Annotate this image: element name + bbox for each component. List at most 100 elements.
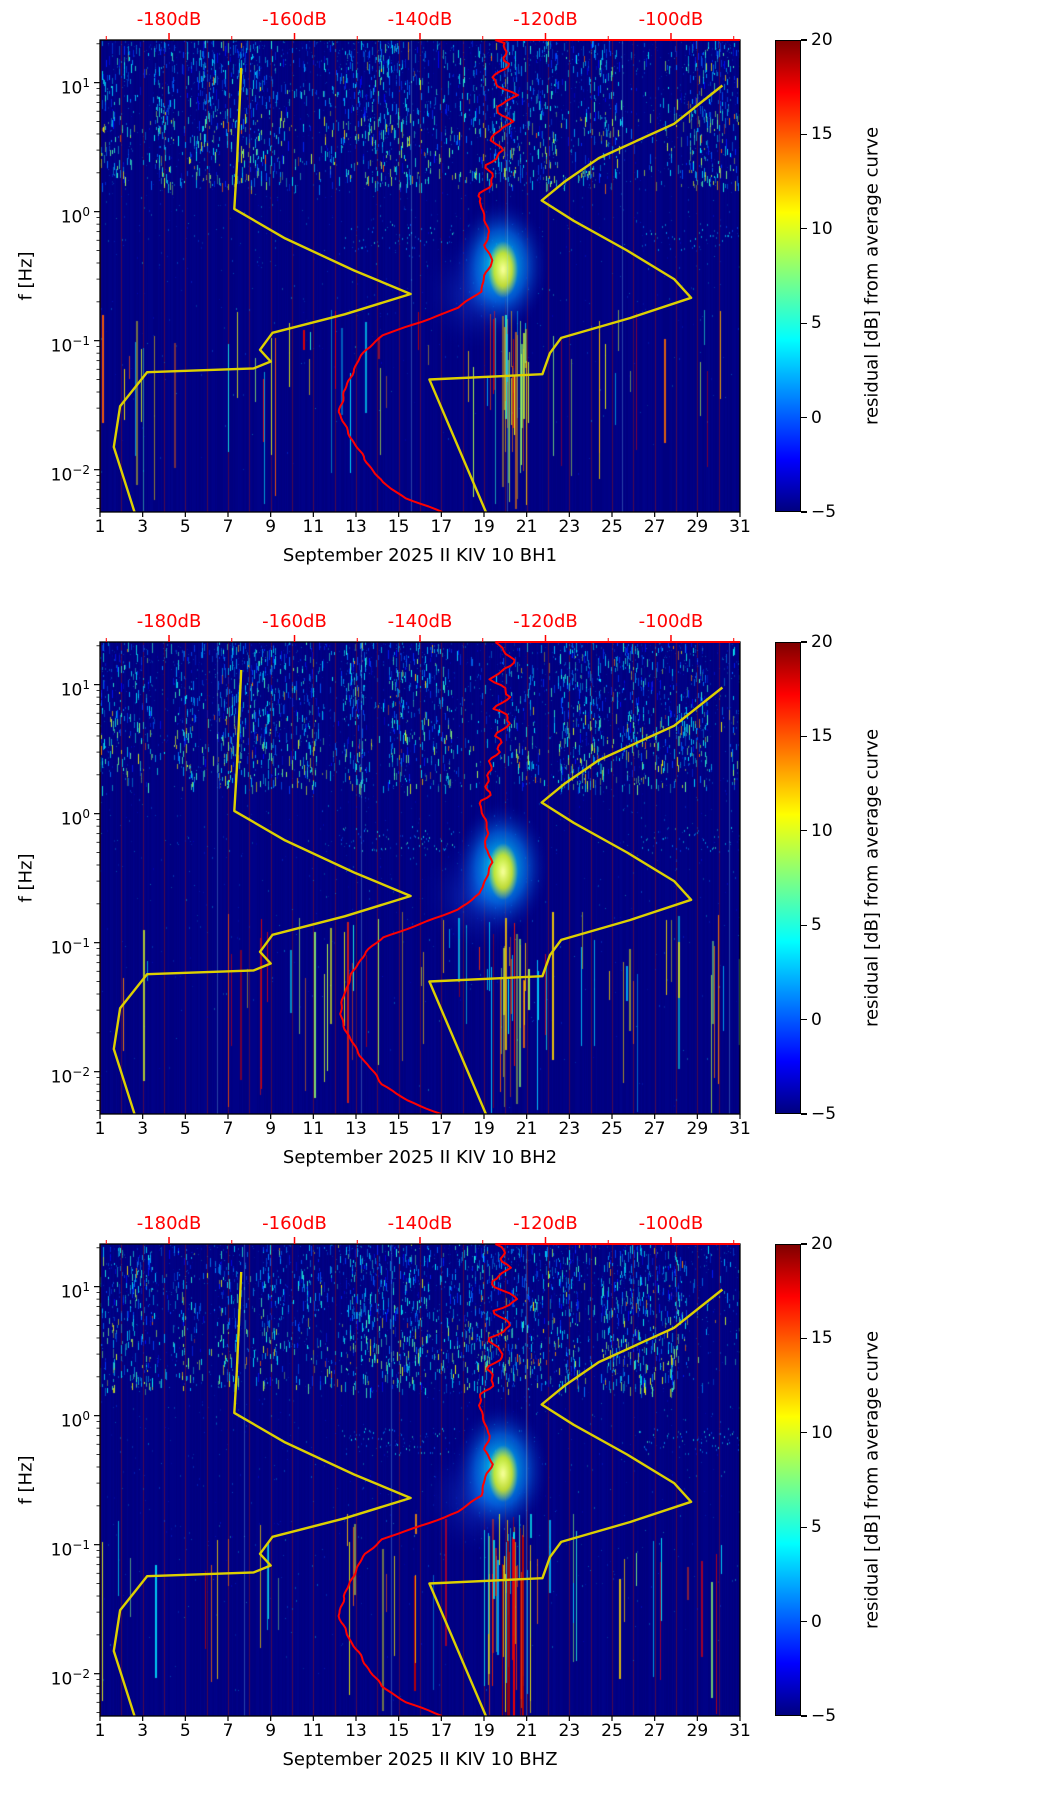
x-axis-label: September 2025 II KIV 10 BHZ <box>282 1749 558 1770</box>
colorbar-tick-label: 20 <box>811 30 833 50</box>
x-tick-label: 31 <box>729 1721 751 1741</box>
y-tick-label: 100 <box>60 1408 90 1432</box>
x-tick-label: 9 <box>265 1721 277 1741</box>
top-axis-tick-label: -100dB <box>638 9 704 30</box>
colorbar-tick-mark <box>801 1113 807 1115</box>
spectrogram-panel-bh1: -180dB -160dB -140dB -120dB -100dB 101 100 10−… <box>0 0 1052 602</box>
top-axis-tick-label: -120dB <box>513 9 578 30</box>
colorbar <box>775 642 801 1114</box>
top-axis-tick-label: -140dB <box>387 1213 453 1234</box>
y-axis-label: f [Hz] <box>15 1455 37 1505</box>
x-tick-label: 23 <box>558 1119 581 1139</box>
y-tick-label: 10−1 <box>50 935 90 959</box>
y-tick-label: 10−1 <box>50 333 90 357</box>
top-axis-red-ticks <box>105 1237 735 1244</box>
colorbar-tick-label: 20 <box>811 1234 833 1254</box>
top-axis-tick-label: -180dB <box>136 1213 202 1234</box>
x-tick-label: 17 <box>430 517 453 537</box>
x-tick-label: 15 <box>387 1119 410 1139</box>
colorbar-tick-label: −5 <box>811 502 837 522</box>
y-tick-label: 100 <box>60 204 90 228</box>
x-tick-label: 29 <box>686 1119 709 1139</box>
x-tick-label: 31 <box>729 517 751 537</box>
colorbar-tick-mark <box>801 1019 807 1021</box>
x-tick-label: 19 <box>473 517 495 537</box>
y-tick-label: 100 <box>60 806 90 830</box>
colorbar-tick-mark <box>801 39 807 41</box>
colorbar-tick-mark <box>801 830 807 832</box>
colorbar-tick-label: 15 <box>811 1328 833 1349</box>
colorbar-tick-mark <box>801 133 807 136</box>
colorbar-tick-label: 5 <box>811 313 822 334</box>
y-axis-label: f [Hz] <box>15 251 37 301</box>
x-axis-label: September 2025 II KIV 10 BH2 <box>282 1147 558 1168</box>
x-tick-label: 1 <box>94 517 106 537</box>
x-tick-label: 5 <box>179 517 191 537</box>
x-tick-label: 7 <box>222 517 234 537</box>
y-tick-label: 101 <box>60 677 90 701</box>
colorbar-tick-mark <box>801 735 807 738</box>
x-tick-label: 13 <box>345 1721 367 1741</box>
top-axis-tick-label: -100dB <box>638 1213 704 1234</box>
x-tick-label: 27 <box>643 1721 666 1741</box>
colorbar-tick-label: 15 <box>811 726 833 747</box>
colorbar-label: residual [dB] from average curve <box>861 728 883 1028</box>
colorbar-tick-label: 10 <box>811 1422 833 1443</box>
y-tick-label: 10−1 <box>50 1537 90 1561</box>
x-tick-label: 13 <box>345 1119 367 1139</box>
colorbar-tick-mark <box>801 924 807 926</box>
colorbar-tick-mark <box>801 1715 807 1717</box>
x-tick-label: 1 <box>94 1721 106 1741</box>
top-axis-tick-label: -140dB <box>387 611 453 632</box>
x-axis-label: September 2025 II KIV 10 BH1 <box>282 545 558 566</box>
spectrogram-heatmap <box>100 642 740 1114</box>
x-tick-label: 3 <box>137 1721 149 1741</box>
x-tick-label: 21 <box>515 517 538 537</box>
colorbar-tick-mark <box>801 1337 807 1340</box>
colorbar-tick-label: 5 <box>811 915 822 936</box>
colorbar-tick-label: −5 <box>811 1706 837 1726</box>
top-axis-tick-label: -160dB <box>262 611 327 632</box>
colorbar-label: residual [dB] from average curve <box>861 126 883 426</box>
colorbar-tick-mark <box>801 1432 807 1434</box>
x-tick-label: 11 <box>302 1119 325 1139</box>
x-tick-label: 19 <box>473 1119 495 1139</box>
x-tick-label: 15 <box>387 1721 410 1741</box>
spectrogram-heatmap <box>100 1244 740 1716</box>
colorbar-tick-label: 20 <box>811 632 833 652</box>
x-tick-label: 3 <box>137 517 149 537</box>
colorbar-tick-label: 10 <box>811 218 833 239</box>
y-tick-label: 10−2 <box>50 462 90 486</box>
colorbar-tick-label: 0 <box>811 407 822 428</box>
top-axis-tick-label: -120dB <box>513 611 578 632</box>
y-tick-label: 101 <box>60 1279 90 1303</box>
top-axis-red-ticks <box>105 33 735 40</box>
x-tick-label: 13 <box>345 517 367 537</box>
colorbar-tick-mark <box>801 417 807 419</box>
x-tick-label: 25 <box>601 1721 623 1741</box>
x-tick-label: 25 <box>601 517 623 537</box>
colorbar-tick-label: 15 <box>811 124 833 145</box>
colorbar-tick-mark <box>801 1621 807 1623</box>
top-axis-tick-label: -160dB <box>262 1213 327 1234</box>
spectrogram-panel-bhz: -180dB -160dB -140dB -120dB -100dB 101 100 10−… <box>0 1204 1052 1806</box>
x-tick-label: 19 <box>473 1721 495 1741</box>
x-tick-label: 31 <box>729 1119 751 1139</box>
x-tick-label: 23 <box>558 1721 581 1741</box>
x-tick-label: 21 <box>515 1721 538 1741</box>
colorbar <box>775 1244 801 1716</box>
top-axis-red-ticks <box>105 635 735 642</box>
top-axis-tick-label: -180dB <box>136 9 202 30</box>
top-axis-tick-label: -120dB <box>513 1213 578 1234</box>
x-tick-label: 7 <box>222 1119 234 1139</box>
x-tick-label: 17 <box>430 1119 453 1139</box>
x-tick-label: 29 <box>686 1721 709 1741</box>
colorbar-tick-mark <box>801 641 807 643</box>
colorbar-tick-label: 5 <box>811 1517 822 1538</box>
x-tick-label: 7 <box>222 1721 234 1741</box>
x-tick-label: 21 <box>515 1119 538 1139</box>
colorbar-label: residual [dB] from average curve <box>861 1330 883 1630</box>
colorbar-tick-mark <box>801 1526 807 1528</box>
colorbar-tick-label: 10 <box>811 820 833 841</box>
y-tick-label: 10−2 <box>50 1064 90 1088</box>
